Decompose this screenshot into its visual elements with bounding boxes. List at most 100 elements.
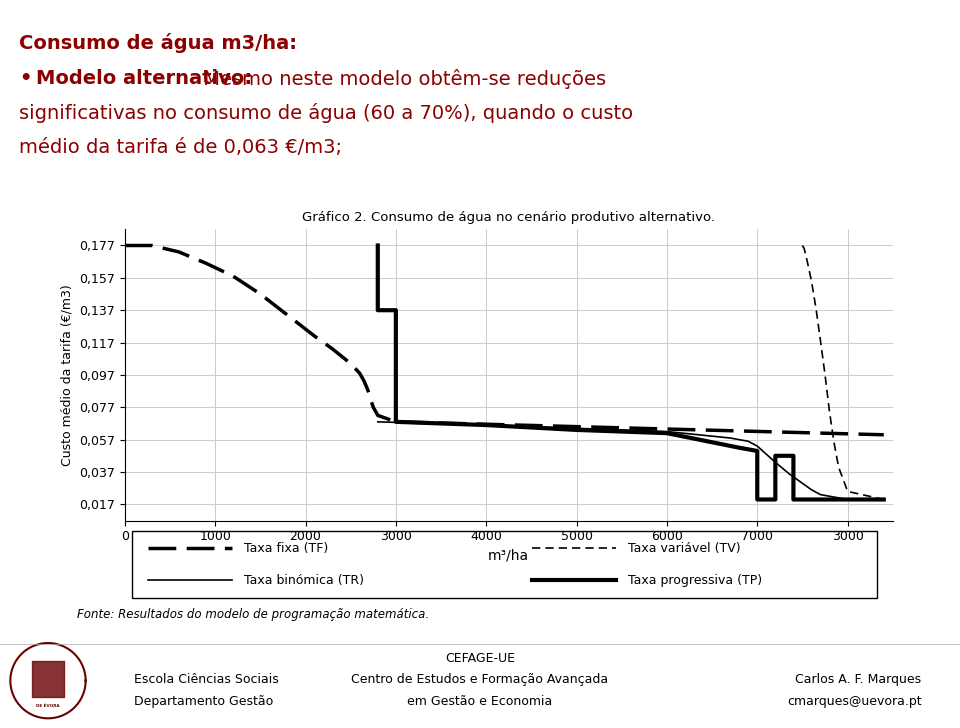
Taxa variável (TV) (799, 245, 810, 253)
Taxa binómica (TR) (571, 424, 583, 432)
Taxa progressiva (TP) (787, 495, 799, 504)
Taxa progressiva (TP) (480, 421, 492, 430)
Taxa binómica (TR) (824, 492, 835, 501)
Taxa progressiva (TP) (571, 426, 583, 435)
Taxa fixa (TF) (361, 384, 372, 392)
Text: Consumo de água m3/ha:: Consumo de água m3/ha: (19, 33, 298, 52)
Text: Modelo alternativo:: Modelo alternativo: (36, 69, 252, 88)
Taxa variável (TV) (797, 241, 808, 250)
Text: Carlos A. F. Marques: Carlos A. F. Marques (796, 673, 922, 687)
Text: Taxa progressiva (TP): Taxa progressiva (TP) (628, 574, 762, 587)
Text: Taxa variável (TV): Taxa variável (TV) (628, 542, 740, 555)
Taxa binómica (TR) (805, 486, 817, 494)
Text: Fonte: Resultados do modelo de programação matemática.: Fonte: Resultados do modelo de programaç… (77, 608, 429, 621)
Taxa progressiva (TP) (390, 417, 401, 426)
Text: A: A (76, 678, 80, 683)
Taxa variável (TV) (828, 438, 840, 447)
Taxa progressiva (TP) (390, 306, 401, 314)
Taxa binómica (TR) (783, 470, 795, 478)
Text: R: R (32, 704, 36, 709)
Text: V: V (16, 678, 20, 683)
Text: Taxa binómica (TR): Taxa binómica (TR) (244, 574, 364, 587)
Taxa binómica (TR) (742, 437, 754, 446)
Text: E: E (61, 652, 64, 657)
Taxa progressiva (TP) (372, 306, 384, 314)
Taxa fixa (TF) (281, 311, 293, 320)
Taxa binómica (TR) (760, 450, 772, 459)
Text: Departamento Gestão: Departamento Gestão (134, 695, 274, 708)
Taxa fixa (TF) (345, 359, 356, 368)
Taxa variável (TV) (802, 256, 813, 264)
Taxa fixa (TF) (326, 344, 338, 353)
Text: em Gestão e Economia: em Gestão e Economia (407, 695, 553, 708)
Text: Escola Ciências Sociais: Escola Ciências Sociais (134, 673, 279, 687)
Line: Taxa binómica (TR): Taxa binómica (TR) (378, 422, 884, 499)
Text: significativas no consumo de água (60 a 70%), quando o custo: significativas no consumo de água (60 a … (19, 103, 634, 123)
Text: E: E (21, 693, 24, 698)
Taxa variável (TV) (842, 487, 853, 496)
Text: Centro de Estudos e Formação Avançada: Centro de Estudos e Formação Avançada (351, 673, 609, 687)
Text: CEFAGE-UE: CEFAGE-UE (445, 652, 515, 665)
Taxa binómica (TR) (725, 434, 736, 443)
Text: D: D (72, 693, 76, 698)
Taxa binómica (TR) (480, 421, 492, 430)
Text: U: U (46, 649, 50, 654)
Taxa progressiva (TP) (770, 495, 781, 504)
Taxa fixa (TF) (146, 241, 157, 250)
Taxa fixa (TF) (363, 388, 374, 397)
Taxa variável (TV) (833, 463, 845, 472)
Taxa progressiva (TP) (752, 495, 763, 504)
Taxa variável (TV) (815, 336, 827, 345)
Taxa variável (TV) (805, 277, 817, 285)
Y-axis label: Custo médio da tarifa (€/m3): Custo médio da tarifa (€/m3) (60, 284, 74, 466)
Taxa progressiva (TP) (752, 446, 763, 455)
Taxa fixa (TF) (173, 248, 184, 256)
Taxa progressiva (TP) (661, 429, 673, 438)
Title: Gráfico 2. Consumo de água no cenário produtivo alternativo.: Gráfico 2. Consumo de água no cenário pr… (302, 211, 715, 224)
Taxa binómica (TR) (752, 442, 763, 451)
Text: médio da tarifa é de 0,063 €/m3;: médio da tarifa é de 0,063 €/m3; (19, 138, 342, 157)
Taxa binómica (TR) (372, 417, 384, 426)
Text: Mesmo neste modelo obtêm-se reduções: Mesmo neste modelo obtêm-se reduções (197, 69, 606, 89)
Taxa fixa (TF) (372, 411, 384, 420)
Taxa binómica (TR) (661, 427, 673, 436)
Taxa progressiva (TP) (733, 443, 745, 452)
Taxa binómica (TR) (878, 495, 890, 504)
Taxa fixa (TF) (365, 395, 376, 403)
Taxa variável (TV) (810, 304, 822, 313)
Taxa progressiva (TP) (372, 241, 384, 250)
Text: I: I (21, 663, 23, 668)
Taxa progressiva (TP) (787, 451, 799, 460)
Text: cmarques@uevora.pt: cmarques@uevora.pt (787, 695, 922, 708)
Text: Taxa fixa (TF): Taxa fixa (TF) (244, 542, 328, 555)
Taxa variável (TV) (824, 408, 835, 416)
Taxa fixa (TF) (354, 369, 366, 378)
Text: I: I (61, 704, 63, 709)
Taxa fixa (TF) (878, 430, 890, 439)
Taxa fixa (TF) (201, 259, 212, 268)
Text: S: S (46, 708, 50, 713)
Taxa binómica (TR) (815, 490, 827, 499)
Taxa variável (TV) (878, 495, 890, 504)
Line: Taxa fixa (TF): Taxa fixa (TF) (125, 245, 884, 435)
Taxa fixa (TF) (390, 417, 401, 426)
Taxa fixa (TF) (309, 332, 321, 341)
Text: •: • (19, 69, 32, 88)
Text: N: N (31, 652, 36, 657)
Taxa fixa (TF) (254, 290, 266, 298)
Text: DE ÉVORA: DE ÉVORA (36, 704, 60, 708)
Line: Taxa variável (TV): Taxa variável (TV) (803, 245, 884, 499)
Taxa fixa (TF) (119, 241, 131, 250)
X-axis label: m³/ha: m³/ha (489, 549, 529, 563)
Taxa progressiva (TP) (770, 451, 781, 460)
Taxa progressiva (TP) (878, 495, 890, 504)
Text: D: D (72, 663, 76, 668)
Line: Taxa progressiva (TP): Taxa progressiva (TP) (378, 245, 884, 499)
Taxa fixa (TF) (368, 403, 379, 411)
Taxa variável (TV) (819, 371, 830, 379)
Taxa binómica (TR) (842, 495, 853, 504)
Taxa binómica (TR) (770, 458, 781, 467)
Taxa binómica (TR) (797, 479, 808, 488)
Taxa fixa (TF) (358, 377, 370, 386)
Taxa fixa (TF) (228, 272, 239, 280)
